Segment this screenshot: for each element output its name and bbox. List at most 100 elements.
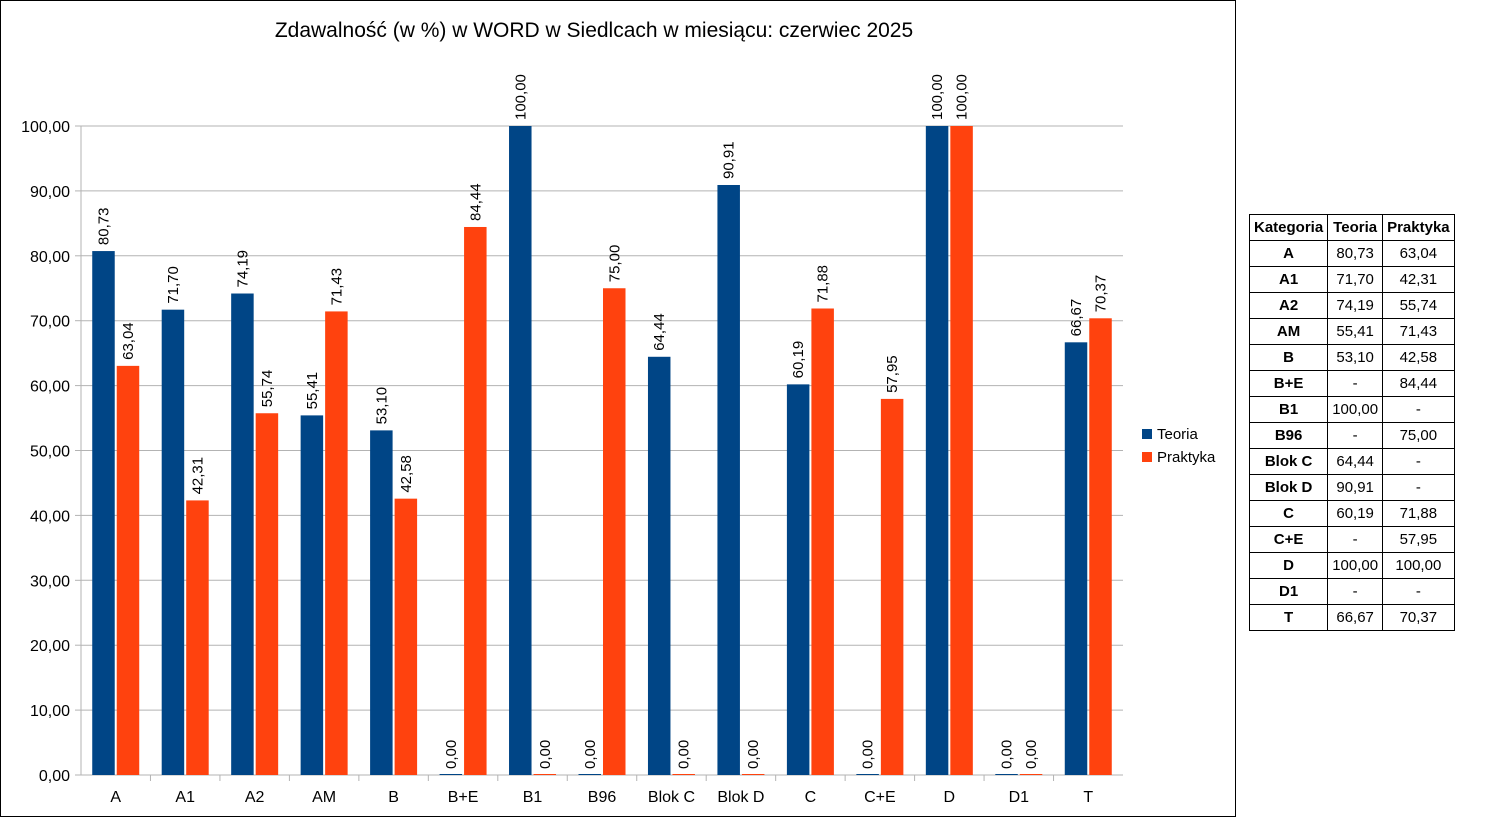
table-row: B96-75,00 [1248,422,1455,449]
table-header-kategoria: Kategoria [1248,214,1329,241]
data-table: Kategoria Teoria Praktyka A 80,73 63,04 A1 7… [1248,214,1455,631]
data-label: 42,58 [398,455,415,493]
table-cell-kategoria: AM [1248,318,1329,345]
data-label: 0,00 [537,740,554,769]
data-label: 80,73 [95,208,112,246]
table-header-teoria: Teoria [1327,214,1384,241]
table-cell-praktyka: - [1382,474,1455,501]
bars [92,126,1112,776]
bar-praktyka-c-e [880,398,904,775]
y-tick-label: 40,00 [30,508,70,525]
bar-praktyka-b-e [464,226,487,776]
grid-lines [75,125,1123,781]
data-label: 0,00 [1023,740,1040,769]
data-label: 70,37 [1093,275,1110,313]
table-cell-kategoria: A1 [1248,266,1329,293]
table-cell-teoria: - [1327,370,1384,397]
bar-teoria-d1 [995,774,1018,775]
y-tick-label: 80,00 [30,249,70,266]
bar-praktyka-d [950,126,973,775]
data-label: 71,70 [165,266,182,304]
bar-praktyka-am [325,311,348,775]
table-row: D 100,00 100,00 [1248,552,1455,579]
table-row: B1 100,00- [1248,396,1455,423]
bar-praktyka-b1 [533,774,557,775]
x-tick-label: D [944,789,956,806]
table-cell-praktyka: 75,00 [1382,422,1455,449]
x-tick-label: Blok D [717,789,764,806]
table-row: A 80,73 63,04 [1248,240,1455,267]
y-tick-label: 100,00 [21,119,70,136]
bar-teoria-a1 [161,309,185,775]
table-row: A2 74,19 55,74 [1248,292,1455,319]
table-cell-kategoria: B [1248,344,1329,371]
table-cell-teoria: 64,44 [1327,448,1384,475]
table-cell-praktyka: 42,31 [1382,266,1455,293]
bar-teoria-b-e [439,774,463,775]
table-cell-praktyka: 84,44 [1382,370,1455,397]
table-cell-teoria: 60,19 [1327,500,1384,527]
table-row: Blok C 64,44- [1248,448,1455,475]
bar-praktyka-a [116,365,140,775]
table-cell-kategoria: D1 [1248,578,1329,605]
bar-praktyka-a2 [255,413,279,775]
data-label: 57,95 [884,355,901,393]
bar-teoria-b [370,430,393,775]
table-cell-kategoria: B1 [1248,396,1329,423]
bar-teoria-b1 [509,126,532,775]
data-label: 100,00 [954,74,971,120]
data-label: 55,41 [304,372,321,410]
y-tick-label: 70,00 [30,314,70,331]
table-cell-praktyka: 100,00 [1382,552,1455,579]
data-labels: 80,73 63,04 71,70 42,31 74,19 55,74 55,41 71,43… [95,74,1109,769]
data-label: 0,00 [443,740,460,769]
table-header-row: Kategoria Teoria Praktyka [1248,214,1455,241]
data-label: 0,00 [860,740,877,769]
table-cell-praktyka: 55,74 [1382,292,1455,319]
legend-label: Praktyka [1157,449,1216,466]
x-tick-label: A2 [245,789,265,806]
bar-teoria-a [92,251,115,775]
table-cell-teoria: 55,41 [1327,318,1384,345]
data-label: 0,00 [676,740,693,769]
y-tick-label: 90,00 [30,184,70,201]
chart-title: Zdawalność (w %) w WORD w Siedlcach w mi… [275,19,913,42]
bar-teoria-c-e [856,774,879,775]
data-label: 53,10 [373,387,390,425]
table-cell-kategoria: C [1248,500,1329,527]
legend: Teoria Praktyka [1142,426,1216,466]
table-cell-kategoria: B+E [1248,370,1329,397]
bar-praktyka-b96 [603,288,626,775]
x-tick-label: B1 [523,789,543,806]
bar-praktyka-blok-c [672,774,695,775]
chart-svg: Zdawalność (w %) w WORD w Siedlcach w mi… [21,19,1216,806]
table-cell-kategoria: B96 [1248,422,1329,449]
data-label: 60,19 [790,341,807,379]
x-tick-label: A1 [175,789,195,806]
table-row: C 60,19 71,88 [1248,500,1455,527]
data-label: 100,00 [929,74,946,120]
table-row: A1 71,70 42,31 [1248,266,1455,293]
chart-frame: Zdawalność (w %) w WORD w Siedlcach w mi… [0,0,1236,817]
table-cell-kategoria: A [1248,240,1329,267]
data-label: 66,67 [1068,299,1085,337]
table-cell-praktyka: 71,88 [1382,500,1455,527]
table-cell-teoria: - [1327,526,1384,553]
table-cell-kategoria: T [1248,604,1329,631]
bar-praktyka-d1 [1019,774,1043,775]
table-cell-kategoria: Blok D [1248,474,1329,501]
table-cell-kategoria: C+E [1248,526,1329,553]
table-cell-praktyka: - [1382,448,1455,475]
x-tick-label: C+E [864,789,896,806]
table-cell-kategoria: D [1248,552,1329,579]
table-cell-teoria: 80,73 [1327,240,1384,267]
y-tick-label: 10,00 [30,703,70,720]
legend-swatch [1142,452,1152,462]
table-cell-praktyka: - [1382,578,1455,605]
table-cell-teoria: 90,91 [1327,474,1384,501]
table-cell-praktyka: 70,37 [1382,604,1455,631]
table-cell-kategoria: A2 [1248,292,1329,319]
legend-label: Teoria [1157,426,1199,443]
data-label: 84,44 [467,183,484,221]
x-tick-label: Blok C [648,789,695,806]
